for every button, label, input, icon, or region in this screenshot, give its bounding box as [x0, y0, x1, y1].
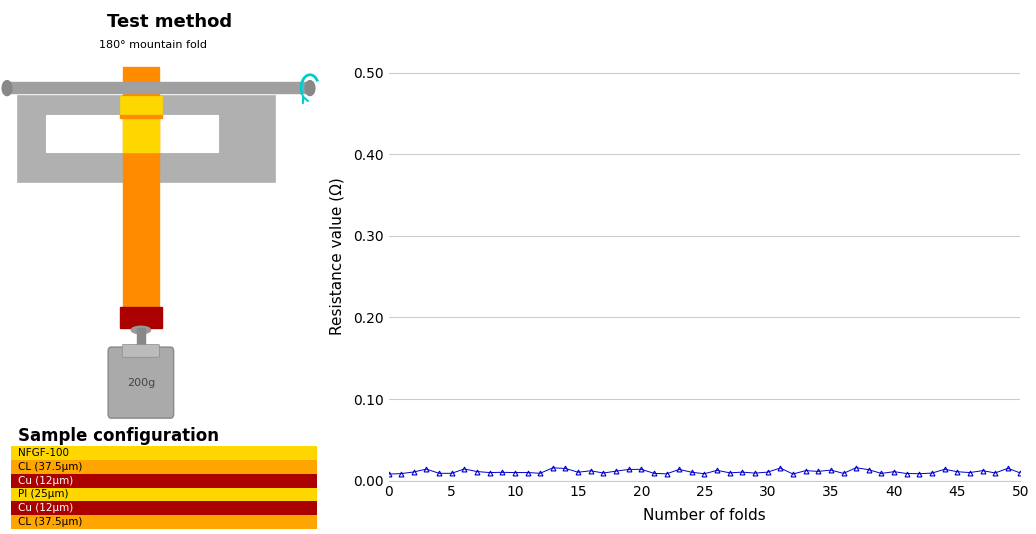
Bar	[10, 501, 317, 515]
Bar	[137, 328, 145, 350]
Circle shape	[305, 81, 315, 96]
X-axis label: Number of folds: Number of folds	[643, 508, 766, 523]
Text: Cu (12μm): Cu (12μm)	[18, 504, 73, 513]
Bar	[125, 117, 156, 150]
Text: CL (37.5μm): CL (37.5μm)	[18, 517, 82, 527]
FancyBboxPatch shape	[108, 347, 174, 418]
Text: NFGF-100: NFGF-100	[18, 448, 68, 458]
Y-axis label: Resistance value (Ω): Resistance value (Ω)	[329, 177, 345, 335]
Bar	[123, 182, 159, 310]
Bar	[123, 96, 159, 182]
Text: Cu (12μm): Cu (12μm)	[18, 476, 73, 485]
Bar	[123, 115, 159, 152]
Bar	[120, 307, 162, 328]
Bar	[120, 96, 162, 115]
Bar	[10, 474, 317, 488]
Bar	[10, 446, 317, 460]
Text: 200g: 200g	[126, 378, 155, 388]
Bar	[120, 115, 162, 118]
Bar	[18, 96, 275, 182]
FancyBboxPatch shape	[122, 344, 160, 357]
Ellipse shape	[132, 326, 150, 334]
Text: Sample configuration: Sample configuration	[18, 427, 219, 445]
Bar	[46, 115, 219, 152]
Text: PI (25μm): PI (25μm)	[18, 490, 68, 499]
Bar	[10, 515, 317, 529]
Circle shape	[2, 81, 12, 96]
Text: CL (37.5μm): CL (37.5μm)	[18, 462, 82, 472]
Bar	[7, 82, 310, 93]
Text: 180° mountain fold: 180° mountain fold	[98, 40, 206, 50]
Bar	[123, 67, 159, 99]
Bar	[10, 460, 317, 474]
Text: Test method: Test method	[107, 13, 232, 32]
Ellipse shape	[136, 347, 146, 352]
Bar	[10, 488, 317, 501]
